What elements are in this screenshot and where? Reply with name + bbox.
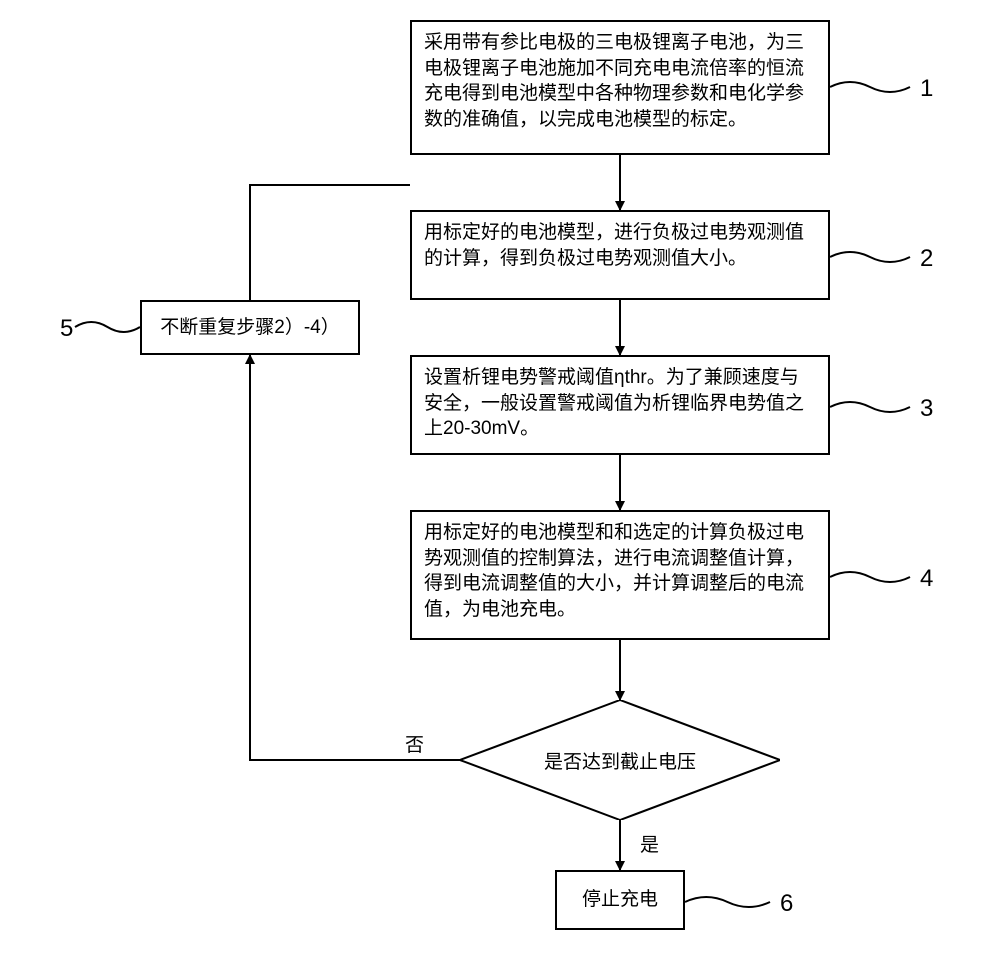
edge-label-yes: 是 <box>640 830 659 857</box>
step-number-5: 5 <box>60 315 73 343</box>
step-number-2: 2 <box>920 245 933 273</box>
loop-text: 不断重复步骤2）-4） <box>160 315 339 341</box>
step-1-box: 采用带有参比电极的三电极锂离子电池，为三电极锂离子电池施加不同充电电流倍率的恒流… <box>410 20 830 155</box>
step-2-text: 用标定好的电池模型，进行负极过电势观测值的计算，得到负极过电势观测值大小。 <box>424 220 816 271</box>
step-1-text: 采用带有参比电极的三电极锂离子电池，为三电极锂离子电池施加不同充电电流倍率的恒流… <box>424 30 816 133</box>
step-number-6: 6 <box>780 890 793 918</box>
step-number-1: 1 <box>920 75 933 103</box>
step-4-text: 用标定好的电池模型和和选定的计算负极过电势观测值的控制算法，进行电流调整值计算，… <box>424 520 816 623</box>
diamond-label: 是否达到截止电压 <box>460 700 780 820</box>
stop-text: 停止充电 <box>582 887 658 913</box>
step-number-4: 4 <box>920 565 933 593</box>
step-3-text: 设置析锂电势警戒阈值ηthr。为了兼顾速度与安全，一般设置警戒阈值为析锂临界电势… <box>424 365 816 442</box>
stop-box: 停止充电 <box>555 870 685 930</box>
flowchart-canvas: 采用带有参比电极的三电极锂离子电池，为三电极锂离子电池施加不同充电电流倍率的恒流… <box>0 0 1000 963</box>
step-3-box: 设置析锂电势警戒阈值ηthr。为了兼顾速度与安全，一般设置警戒阈值为析锂临界电势… <box>410 355 830 455</box>
step-number-3: 3 <box>920 395 933 423</box>
decision-diamond: 是否达到截止电压 <box>460 700 780 820</box>
step-4-box: 用标定好的电池模型和和选定的计算负极过电势观测值的控制算法，进行电流调整值计算，… <box>410 510 830 640</box>
step-2-box: 用标定好的电池模型，进行负极过电势观测值的计算，得到负极过电势观测值大小。 <box>410 210 830 300</box>
loop-box: 不断重复步骤2）-4） <box>140 300 360 355</box>
edge-label-no: 否 <box>405 730 424 757</box>
